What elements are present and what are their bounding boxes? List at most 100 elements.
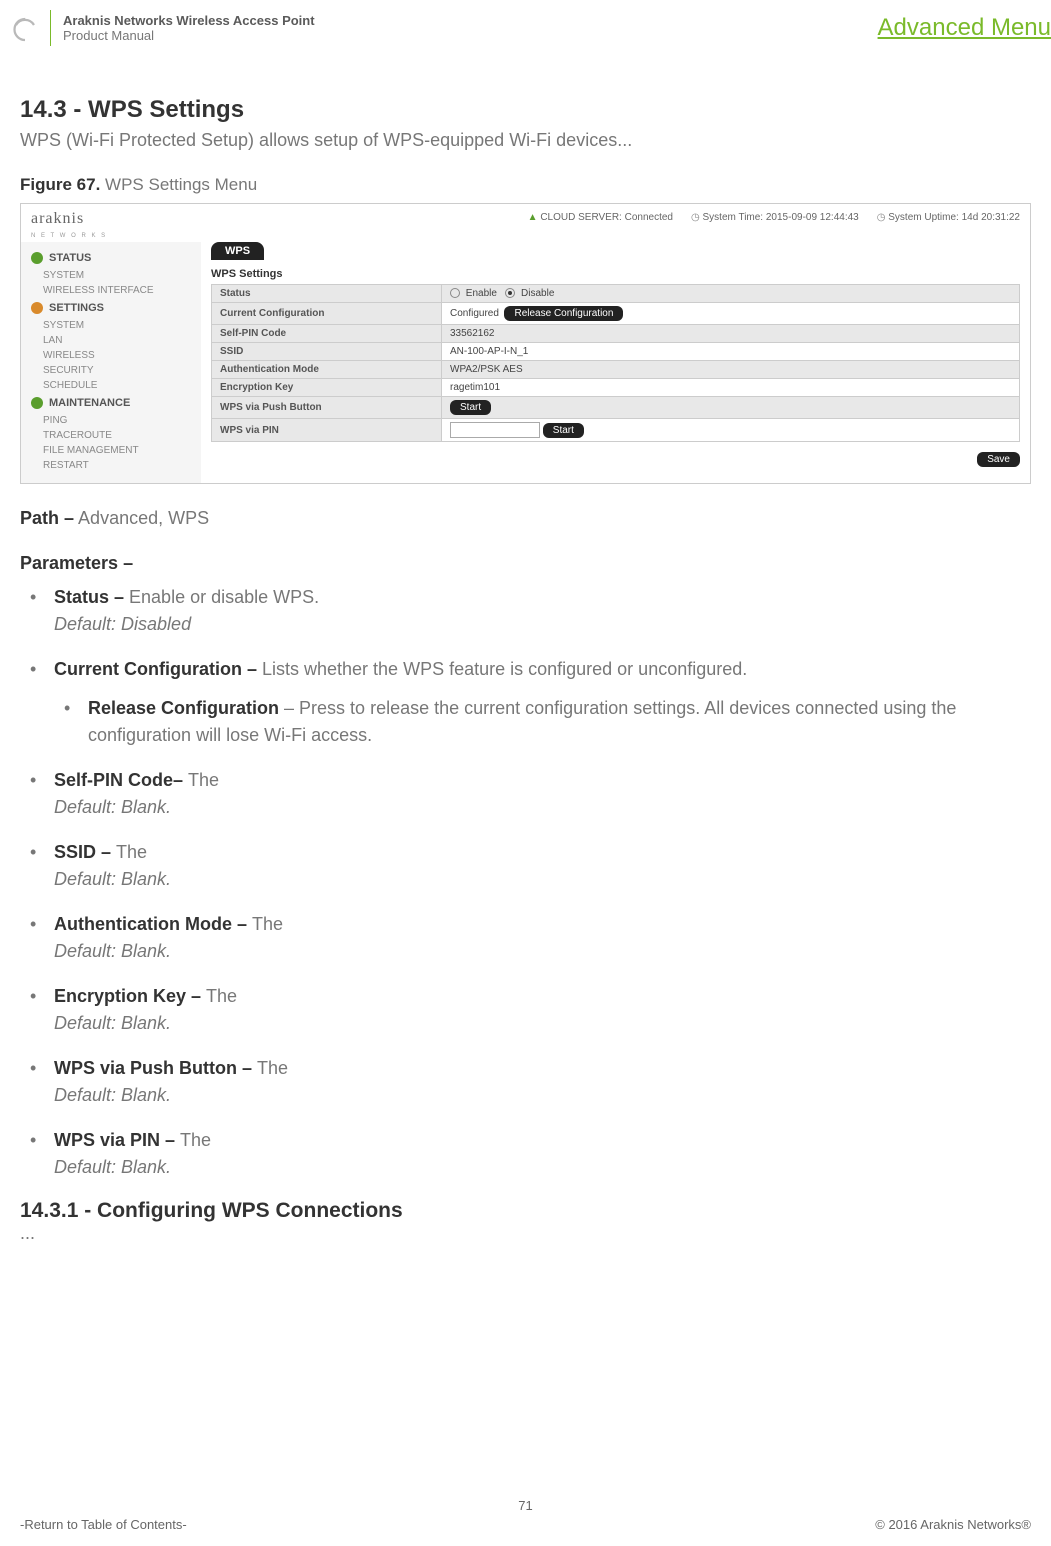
advanced-menu-link[interactable]: Advanced Menu [878, 14, 1051, 42]
nav-item-restart[interactable]: RESTART [21, 458, 201, 473]
param-default: Default: Blank. [54, 866, 1031, 893]
doc-header: Araknis Networks Wireless Access Point P… [0, 0, 1051, 56]
param-name: WPS via PIN – [54, 1130, 180, 1150]
param-subitem: Release Configuration – Press to release… [54, 695, 1031, 749]
wps-tab[interactable]: WPS [211, 242, 264, 260]
ss-nav: STATUSSYSTEMWIRELESS INTERFACESETTINGSSY… [21, 242, 201, 483]
row-value: AN-100-AP-I-N_1 [442, 343, 1020, 361]
table-row: Self-PIN Code33562162 [212, 325, 1020, 343]
param-name: Self-PIN Code– [54, 770, 188, 790]
panel-title: WPS Settings [211, 260, 1020, 284]
row-value: Configured Release Configuration [442, 303, 1020, 325]
subsection-title: 14.3.1 - Configuring WPS Connections [20, 1199, 1031, 1223]
row-label: Current Configuration [212, 303, 442, 325]
nav-group-settings[interactable]: SETTINGS [21, 298, 201, 318]
ss-logo-sub: N E T W O R K S [31, 233, 107, 239]
nav-item-traceroute[interactable]: TRACEROUTE [21, 428, 201, 443]
disable-radio[interactable] [505, 288, 515, 298]
param-item: SSID – TheDefault: Blank. [20, 839, 1031, 893]
content: 14.3 - WPS Settings WPS (Wi-Fi Protected… [0, 56, 1051, 1244]
uptime-icon: ◷ [877, 212, 886, 223]
row-value: Enable Disable [442, 285, 1020, 303]
copyright: © 2016 Araknis Networks® [875, 1517, 1031, 1532]
param-item: Current Configuration – Lists whether th… [20, 656, 1031, 749]
ss-main: WPS WPS Settings Status Enable DisableCu… [201, 242, 1030, 483]
param-item: Status – Enable or disable WPS.Default: … [20, 584, 1031, 638]
uptime-label: System Uptime: [888, 212, 959, 223]
param-default: Default: Disabled [54, 611, 1031, 638]
params-list: Status – Enable or disable WPS.Default: … [20, 584, 1031, 1181]
start-button[interactable]: Start [450, 400, 491, 415]
cloud-icon: ▲ [528, 212, 538, 223]
wrench-icon [31, 397, 43, 409]
table-row: WPS via PIN Start [212, 419, 1020, 442]
nav-group-maintenance[interactable]: MAINTENANCE [21, 393, 201, 413]
enable-radio[interactable] [450, 288, 460, 298]
row-value: ragetim101 [442, 379, 1020, 397]
systime-label: System Time: [703, 212, 764, 223]
nav-item-security[interactable]: SECURITY [21, 363, 201, 378]
param-item: WPS via Push Button – TheDefault: Blank. [20, 1055, 1031, 1109]
params-title: Parameters – [20, 553, 1031, 574]
cloud-status: ▲ CLOUD SERVER: Connected [528, 212, 673, 223]
subsection-dots: ... [20, 1223, 1031, 1244]
ss-topbar: araknis N E T W O R K S ▲ CLOUD SERVER: … [21, 204, 1030, 242]
param-default: Default: Blank. [54, 938, 1031, 965]
nav-group-status[interactable]: STATUS [21, 248, 201, 268]
row-value: WPA2/PSK AES [442, 361, 1020, 379]
nav-item-system[interactable]: SYSTEM [21, 318, 201, 333]
ss-logo-text: araknis [31, 210, 107, 228]
nav-item-schedule[interactable]: SCHEDULE [21, 378, 201, 393]
row-value: Start [442, 419, 1020, 442]
param-name: Status – [54, 587, 129, 607]
system-time: ◷ System Time: 2015-09-09 12:44:43 [691, 212, 859, 223]
araknis-logo-icon [10, 13, 40, 43]
return-toc-link[interactable]: -Return to Table of Contents- [20, 1517, 187, 1532]
start-button[interactable]: Start [543, 423, 584, 438]
check-icon [31, 252, 43, 264]
nav-item-lan[interactable]: LAN [21, 333, 201, 348]
product-line: Araknis Networks Wireless Access Point [63, 13, 315, 28]
row-label: SSID [212, 343, 442, 361]
row-label: Encryption Key [212, 379, 442, 397]
param-default: Default: Blank. [54, 1082, 1031, 1109]
table-row: Status Enable Disable [212, 285, 1020, 303]
row-label: WPS via PIN [212, 419, 442, 442]
param-item: Authentication Mode – TheDefault: Blank. [20, 911, 1031, 965]
nav-item-wireless-interface[interactable]: WIRELESS INTERFACE [21, 283, 201, 298]
param-item: Encryption Key – TheDefault: Blank. [20, 983, 1031, 1037]
doc-type: Product Manual [63, 28, 315, 43]
footer: 71 -Return to Table of Contents- © 2016 … [0, 1498, 1051, 1532]
ss-logo: araknis N E T W O R K S [31, 210, 107, 240]
row-label: WPS via Push Button [212, 397, 442, 419]
figure-label: Figure 67. [20, 175, 100, 194]
path-label: Path – [20, 508, 74, 528]
param-item: Self-PIN Code– TheDefault: Blank. [20, 767, 1031, 821]
ss-body: STATUSSYSTEMWIRELESS INTERFACESETTINGSSY… [21, 242, 1030, 483]
systime-value: 2015-09-09 12:44:43 [766, 212, 859, 223]
table-row: SSIDAN-100-AP-I-N_1 [212, 343, 1020, 361]
cloud-label: CLOUD SERVER: [540, 212, 622, 223]
figure-caption: Figure 67. WPS Settings Menu [20, 175, 1031, 195]
nav-item-system[interactable]: SYSTEM [21, 268, 201, 283]
wps-table: Status Enable DisableCurrent Configurati… [211, 284, 1020, 442]
path-line: Path – Advanced, WPS [20, 508, 1031, 529]
page-number: 71 [20, 1498, 1031, 1513]
row-label: Self-PIN Code [212, 325, 442, 343]
param-default: Default: Blank. [54, 1154, 1031, 1181]
nav-item-wireless[interactable]: WIRELESS [21, 348, 201, 363]
nav-item-file-management[interactable]: FILE MANAGEMENT [21, 443, 201, 458]
release-config-button[interactable]: Release Configuration [504, 306, 623, 321]
param-name: SSID – [54, 842, 116, 862]
pin-input[interactable] [450, 422, 540, 438]
row-label: Authentication Mode [212, 361, 442, 379]
row-value: Start [442, 397, 1020, 419]
param-default: Default: Blank. [54, 1010, 1031, 1037]
nav-item-ping[interactable]: PING [21, 413, 201, 428]
header-text: Araknis Networks Wireless Access Point P… [63, 13, 315, 43]
nav-group-label: MAINTENANCE [49, 397, 130, 409]
param-name: WPS via Push Button – [54, 1058, 257, 1078]
save-button[interactable]: Save [977, 452, 1020, 467]
section-desc: WPS (Wi-Fi Protected Setup) allows setup… [20, 130, 1031, 151]
figure-title: WPS Settings Menu [105, 175, 257, 194]
